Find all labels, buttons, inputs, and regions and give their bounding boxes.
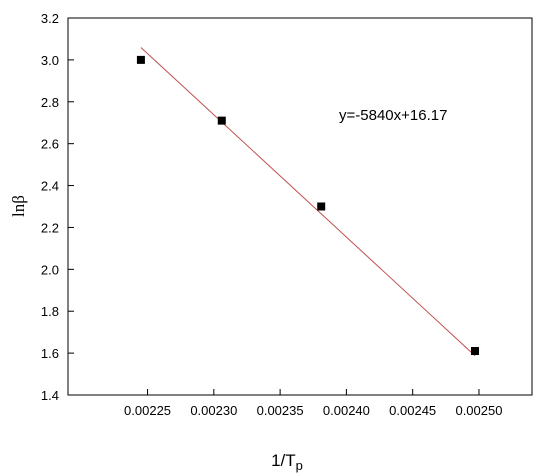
x-tick-label: 0.00250 <box>455 403 502 418</box>
y-tick-label: 1.6 <box>41 346 59 361</box>
x-axis-ticks: 0.00225 0.00230 0.00235 0.00240 0.00245 0.002… <box>124 389 502 418</box>
x-tick-label: 0.00235 <box>257 403 304 418</box>
x-tick-label: 0.00230 <box>190 403 237 418</box>
x-tick-label: 0.00245 <box>389 403 436 418</box>
x-tick-label: 0.00225 <box>124 403 171 418</box>
x-tick-label: 0.00240 <box>323 403 370 418</box>
x-axis-title-subscript: p <box>296 458 303 473</box>
data-points <box>136 55 479 356</box>
x-axis-title: 1/Tp <box>271 451 303 473</box>
data-point <box>470 347 479 356</box>
y-tick-label: 2.2 <box>41 220 59 235</box>
data-point <box>217 116 226 125</box>
y-tick-label: 2.0 <box>41 262 59 277</box>
fit-line <box>140 47 476 357</box>
y-tick-label: 2.6 <box>41 137 59 152</box>
plot-frame <box>67 17 533 396</box>
y-tick-label: 2.8 <box>41 95 59 110</box>
y-tick-label: 2.4 <box>41 179 59 194</box>
y-axis-title: lnβ <box>9 195 28 217</box>
data-point <box>136 55 145 64</box>
x-axis-title-main: 1/T <box>271 451 296 470</box>
data-point <box>317 202 326 211</box>
fit-equation-annotation: y=-5840x+16.17 <box>339 107 447 124</box>
y-tick-label: 3.0 <box>41 53 59 68</box>
y-axis-ticks: 1.4 1.6 1.8 2.0 2.2 2.4 2.6 2.8 3.0 3.2 <box>41 11 74 403</box>
y-tick-label: 1.4 <box>41 388 59 403</box>
y-tick-label: 3.2 <box>41 11 59 26</box>
y-tick-label: 1.8 <box>41 304 59 319</box>
